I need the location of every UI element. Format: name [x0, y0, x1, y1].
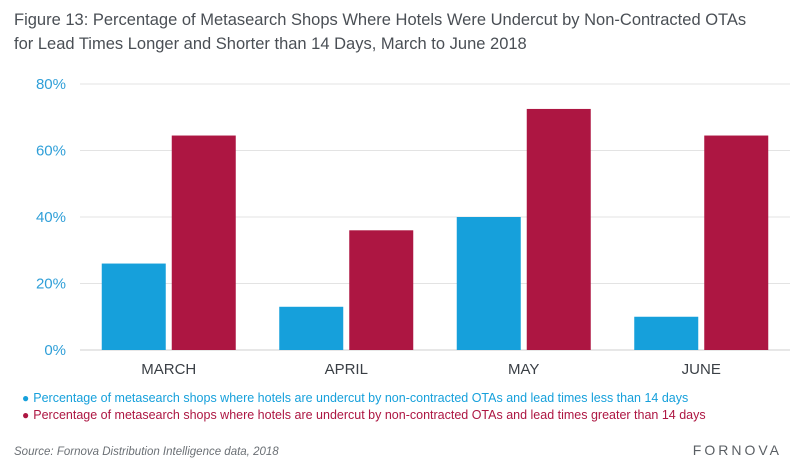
chart-title-line-1: Figure 13: Percentage of Metasearch Shop…	[14, 11, 747, 29]
y-tick-label: 0%	[44, 342, 66, 359]
chart-title-line-2: for Lead Times Longer and Shorter than 1…	[14, 35, 527, 53]
x-category-label: APRIL	[325, 361, 368, 378]
chart-title: Figure 13: Percentage of Metasearch Shop…	[14, 8, 784, 56]
x-axis-categories: MARCH APRIL MAY JUNE	[141, 361, 721, 378]
bar-may-series-1	[526, 108, 591, 350]
source-note: Source: Fornova Distribution Intelligenc…	[14, 446, 279, 458]
brand-logo: FORNOVA	[692, 442, 782, 458]
x-category-label: MAY	[508, 361, 539, 378]
legend-marker-greater: ●	[22, 408, 30, 422]
legend: ● Percentage of metasearch shops where ho…	[22, 390, 706, 424]
y-tick-label: 40%	[36, 209, 66, 226]
y-tick-label: 20%	[36, 276, 66, 293]
bar-may-series-0	[456, 217, 521, 350]
legend-marker-less: ●	[22, 391, 30, 405]
y-tick-label: 60%	[36, 143, 66, 160]
x-category-label: MARCH	[141, 361, 196, 378]
bars	[101, 108, 769, 350]
y-tick-label: 80%	[36, 76, 66, 93]
y-axis-ticks: 0% 20% 40% 60% 80%	[36, 76, 66, 359]
bar-june-series-0	[634, 316, 699, 350]
bar-june-series-1	[704, 135, 769, 350]
bar-march-series-0	[101, 263, 166, 350]
bar-march-series-1	[171, 135, 236, 350]
legend-label-less: Percentage of metasearch shops where hot…	[33, 391, 689, 405]
bar-april-series-0	[279, 306, 344, 350]
legend-item-greater: ● Percentage of metasearch shops where ho…	[22, 407, 706, 424]
legend-label-greater: Percentage of metasearch shops where hot…	[33, 408, 706, 422]
legend-item-less: ● Percentage of metasearch shops where ho…	[22, 390, 706, 407]
x-category-label: JUNE	[682, 361, 721, 378]
bar-april-series-1	[349, 230, 414, 350]
bar-chart: 0% 20% 40% 60% 80% MARCH APRIL MAY JUNE	[36, 76, 790, 378]
